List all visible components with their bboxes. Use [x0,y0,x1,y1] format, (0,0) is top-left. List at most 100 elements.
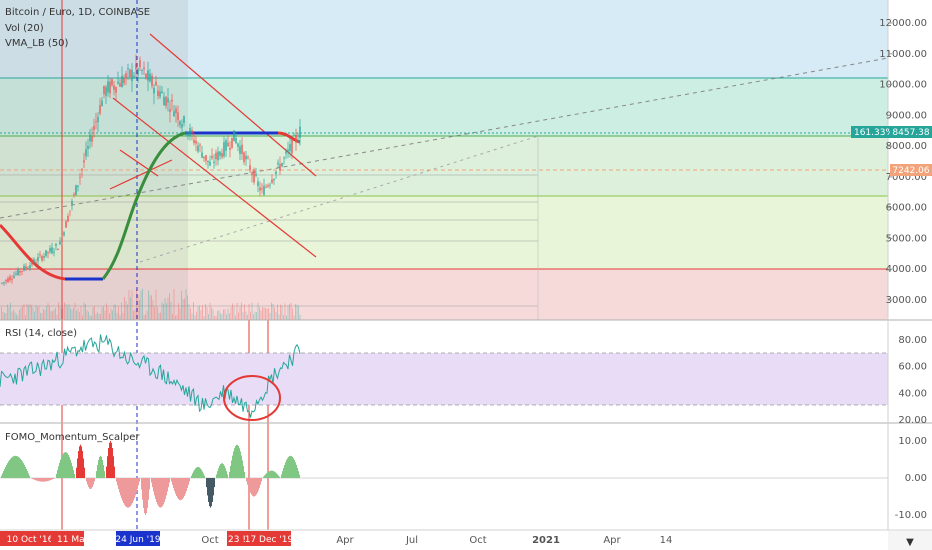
fomo-bar [74,473,75,478]
candle-body [207,160,209,163]
price-tick-label: 3000.00 [886,295,927,306]
fomo-bar [126,478,127,508]
axis-corner-handle[interactable] [888,531,932,550]
fomo-bar [141,478,142,490]
candle-body [99,105,101,114]
fomo-bar [94,478,95,482]
candle-body [115,87,117,93]
fomo-bar [100,455,101,478]
fomo-bar [266,473,267,478]
fomo-bar [230,465,231,478]
volume-bar [214,315,215,320]
candle-body [189,127,191,136]
fomo-bar [225,468,226,478]
fomo-bar [20,458,21,478]
volume-bar [281,305,283,320]
candle-body [41,256,43,261]
fomo-bar [212,478,213,502]
fomo-bar [135,478,136,496]
fomo-pane: FOMO_Momentum_Scalper [0,432,888,515]
fomo-bar [297,467,298,478]
volume-bar [47,302,49,320]
rsi-pane: RSI (14, close) [0,328,888,421]
volume-bar [299,314,301,320]
fomo-bar [161,478,162,508]
fomo-title: FOMO_Momentum_Scalper [5,432,140,443]
fomo-bar [19,457,20,478]
volume-bar [238,312,239,320]
volume-bar [22,305,23,320]
volume-bar [193,302,194,320]
fomo-bar [148,478,149,500]
fomo-bar [92,478,93,487]
chart-title: Bitcoin / Euro, 1D, COINBASE [5,7,150,18]
volume-bar [14,312,16,320]
volume-bar [2,311,4,320]
volume-bar [40,313,41,320]
fomo-bar [172,478,173,485]
fomo-bar [271,470,272,478]
candle-body [251,173,253,176]
fomo-bar [98,460,99,478]
fomo-bar [207,478,208,496]
volume-bar [197,306,199,320]
fomo-bar [35,478,36,481]
volume-bar [256,311,257,320]
rsi-highlight-circle [223,375,281,421]
volume-bar [53,309,55,320]
candle-body [299,126,301,138]
candle-body [195,140,197,144]
candle-body [125,73,127,78]
fomo-bar [192,473,193,478]
candle-body [53,251,55,253]
price-axis[interactable]: 12000.00 11000.00 10000.00 9000.00 8000.00 70… [879,18,927,306]
price-tick-label: 9000.00 [886,110,927,121]
fomo-bar [178,478,179,500]
candle-body [33,259,35,263]
volume-bar [211,307,212,320]
fomo-bar [120,478,121,496]
fomo-bar [123,478,124,503]
price-tick-label: 10000.00 [879,80,927,91]
candle-body [109,81,111,94]
volume-bar [80,305,82,320]
fomo-bar [58,466,59,478]
candle-body [93,125,95,131]
fomo-bar [116,478,117,482]
fomo-bar [117,478,118,486]
fomo-bar [201,469,202,478]
candle-body [17,269,19,275]
fomo-axis[interactable]: 10.00 0.00 -10.00 [895,436,927,521]
volume-bar [178,303,179,320]
candle-body [87,145,89,149]
rsi-axis[interactable]: 80.00 60.00 40.00 20.00 [898,335,927,426]
fomo-bar [166,478,167,496]
fomo-bar [88,478,89,487]
volume-bar [107,306,109,320]
candle-body [285,151,287,154]
fomo-bar [204,475,205,478]
fomo-bar [191,475,192,478]
volume-bar [155,289,157,320]
time-label-14: 14 [660,535,673,546]
rsi-tick-label: 40.00 [898,388,927,399]
time-axis[interactable]: Oct Apr Jul Oct 2021 Apr 14 10 Oct '16 1… [0,531,672,546]
volume-bar [4,312,5,320]
candle-body [73,194,75,196]
volume-bar [70,308,71,320]
fomo-bar [244,471,245,478]
volume-bar [185,289,187,320]
rsi-tick-label: 80.00 [898,335,927,346]
candle-body [137,68,139,75]
candle-body [183,116,185,123]
corner-icon[interactable]: ▼ [906,537,914,548]
fomo-bar [159,478,160,508]
candle-body [43,256,45,258]
fomo-bar [50,478,51,481]
fomo-bar [210,478,211,508]
volume-bar [13,309,14,320]
volume-bar [143,315,145,320]
fomo-bar [90,478,91,490]
fomo-bar [12,456,13,478]
